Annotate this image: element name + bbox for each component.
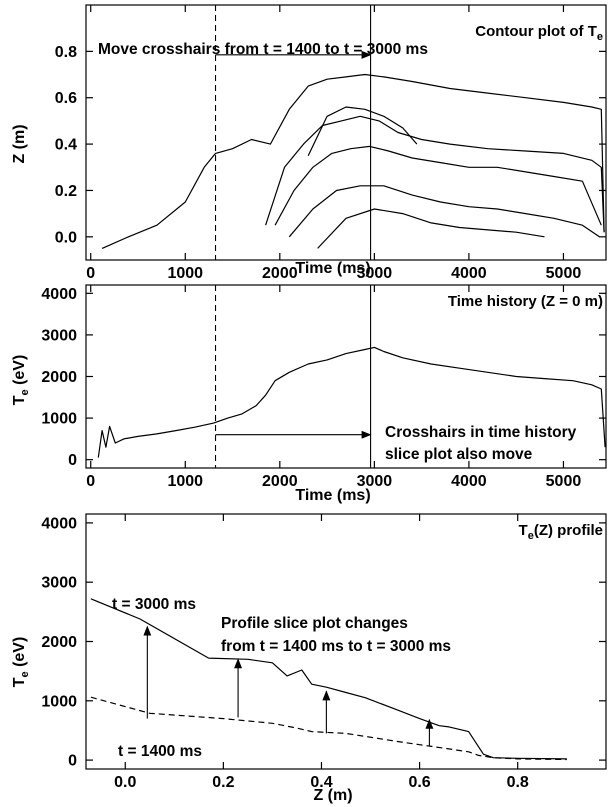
- panel-title: Time history (Z = 0 m): [448, 293, 603, 310]
- profile-lines: [90, 598, 567, 761]
- x-tick-label: 4000: [451, 265, 487, 282]
- y-tick-label: 2000: [41, 634, 77, 651]
- x-tick-label: 0.2: [212, 774, 234, 791]
- annotation-crosshairs-line2: slice plot also move: [385, 446, 533, 463]
- x-tick-label: 2000: [262, 473, 298, 490]
- annotation-crosshairs-line1: Crosshairs in time history: [385, 424, 577, 441]
- profile-panel: 0.0 0.2 0.4 0.6 0.8 0 1000 2000 3000 4000 Te(Z) …: [11, 513, 607, 804]
- series-line-3: [274, 145, 602, 226]
- y-tick-label: 0.8: [55, 44, 77, 61]
- y-tick-label: 0.4: [55, 137, 77, 154]
- series-line-2: [307, 106, 418, 156]
- x-tick-label: 0.4: [310, 774, 332, 791]
- x-tick-label: 0: [86, 473, 95, 490]
- x-axis-ticks: 0 1000 2000 3000 4000 5000: [86, 5, 581, 282]
- y-tick-label: 0: [68, 452, 77, 469]
- annotation-profile-line2: from t = 1400 ms to t = 3000 ms: [221, 638, 451, 655]
- x-tick-label: 4000: [451, 473, 487, 490]
- x-axis-title: Time (ms): [295, 487, 370, 504]
- y-tick-label: 1000: [41, 411, 77, 428]
- crosshair-lines: [214, 5, 372, 260]
- y-axis-title: Te (eV): [11, 355, 31, 406]
- arrows: [143, 625, 434, 747]
- y-axis-ticks: 0.0 0.2 0.4 0.6 0.8: [55, 44, 606, 246]
- x-tick-label: 3000: [357, 265, 393, 282]
- x-tick-label: 0.8: [507, 774, 529, 791]
- annotation-move-crosshairs: Move crosshairs from t = 1400 to t = 300…: [98, 41, 428, 58]
- x-axis-title: Z (m): [313, 787, 352, 804]
- x-tick-label: 0.0: [114, 774, 136, 791]
- y-axis-ticks: 0 1000 2000 3000 4000: [41, 515, 606, 770]
- x-tick-label: 5000: [546, 473, 582, 490]
- y-tick-label: 0.0: [55, 229, 77, 246]
- crosshair-lines: [214, 285, 372, 468]
- x-tick-label: 0.6: [408, 774, 430, 791]
- series-line-1: [265, 115, 605, 233]
- y-tick-label: 0: [68, 753, 77, 770]
- y-tick-label: 0.6: [55, 90, 77, 107]
- x-tick-label: 3000: [357, 473, 393, 490]
- panel-title: Te(Z) profile: [519, 522, 603, 542]
- plot-frame: [85, 4, 607, 261]
- y-axis-title: Z (m): [11, 124, 28, 163]
- x-tick-label: 0: [86, 265, 95, 282]
- x-tick-label: 2000: [262, 265, 298, 282]
- series-line-0: [101, 73, 605, 249]
- y-axis-ticks: 0 1000 2000 3000 4000: [41, 286, 606, 469]
- contour-plot-panel: 0 1000 2000 3000 4000 5000 0.0 0.2 0.4 0.6 0.8 Co…: [11, 4, 607, 282]
- y-tick-label: 0.2: [55, 183, 77, 200]
- y-tick-label: 3000: [41, 327, 77, 344]
- label-t1400: t = 1400 ms: [118, 743, 202, 760]
- y-tick-label: 4000: [41, 515, 77, 532]
- time-history-panel: 0 1000 2000 3000 4000 5000 01000200030004000 …: [11, 284, 607, 504]
- series-line-0: [97, 346, 606, 458]
- annotation-profile-line1: Profile slice plot changes: [221, 615, 408, 632]
- x-tick-label: 5000: [546, 265, 582, 282]
- series-line-5: [317, 208, 545, 249]
- x-axis-ticks: 0 1000 2000 3000 4000 5000: [86, 285, 581, 490]
- series-line-4: [288, 185, 600, 238]
- contour-lines: [101, 73, 605, 249]
- y-axis-title: Te (eV): [11, 637, 31, 688]
- x-tick-label: 1000: [167, 473, 203, 490]
- y-tick-label: 2000: [41, 369, 77, 386]
- x-tick-label: 1000: [167, 265, 203, 282]
- series-line-0: [90, 598, 567, 760]
- time-history-line: [97, 346, 606, 458]
- y-tick-label: 1000: [41, 693, 77, 710]
- x-axis-title: Time (ms): [295, 260, 370, 277]
- series-line-1: [90, 696, 567, 761]
- y-tick-label: 4000: [41, 286, 77, 303]
- label-t3000: t = 3000 ms: [112, 596, 196, 613]
- panel-title: Contour plot of Te: [475, 23, 603, 43]
- x-axis-ticks: 0.0 0.2 0.4 0.6 0.8: [114, 514, 529, 791]
- y-tick-label: 3000: [41, 575, 77, 592]
